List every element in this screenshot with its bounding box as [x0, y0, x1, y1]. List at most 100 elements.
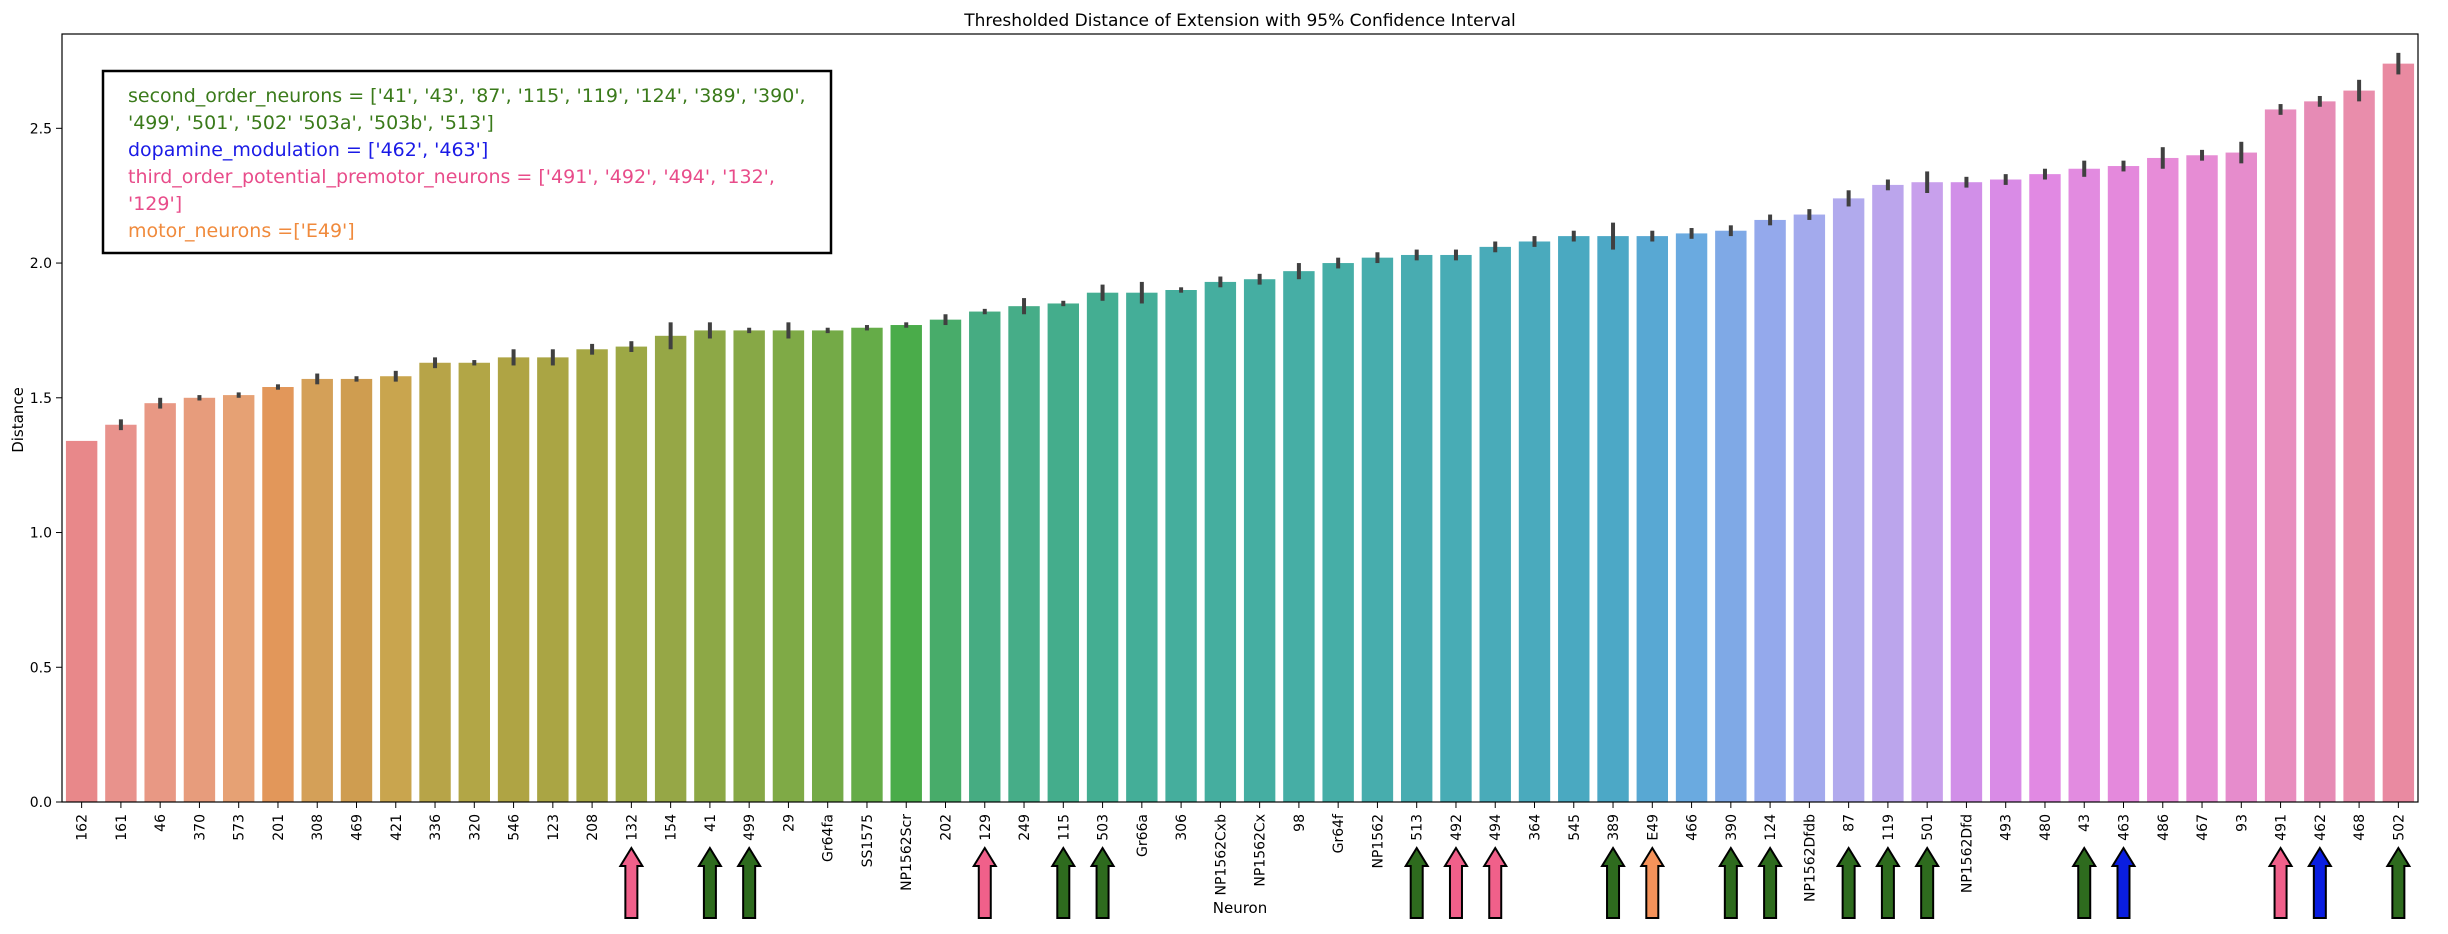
y-tick-label: 0.0 — [30, 795, 52, 811]
bar — [890, 325, 922, 802]
x-tick-label: 370 — [192, 814, 208, 841]
x-tick-label: 41 — [703, 814, 719, 832]
bar — [1832, 198, 1865, 802]
bar — [1950, 182, 1983, 802]
arrow-marker — [1089, 846, 1116, 919]
bar — [1479, 246, 1511, 802]
x-tick-label: 208 — [585, 814, 601, 841]
bar — [2304, 101, 2336, 803]
bar — [654, 335, 687, 802]
arrow-marker — [971, 846, 998, 919]
x-tick-label: 162 — [75, 814, 91, 841]
x-tick-label: SS1575 — [860, 814, 876, 867]
bar — [2225, 152, 2257, 802]
bar — [1008, 306, 1040, 802]
bar — [105, 424, 137, 802]
y-tick-label: 2.5 — [30, 121, 52, 137]
y-axis-label: Distance — [9, 387, 27, 453]
bar — [1440, 254, 1472, 803]
y-tick-label: 0.5 — [30, 660, 52, 676]
x-tick-label: 201 — [271, 814, 287, 841]
bar — [144, 403, 176, 802]
x-tick-label: 503 — [1096, 814, 1112, 841]
bar — [2029, 174, 2061, 802]
legend-line: '499', '501', '502' '503a', '503b', '513… — [128, 112, 494, 134]
bar — [1911, 182, 1943, 802]
arrow-marker — [1639, 846, 1666, 919]
bar — [1047, 303, 1079, 802]
bar — [694, 330, 726, 802]
legend-line: dopamine_modulation = ['462', '463'] — [128, 139, 488, 161]
x-tick-label: 502 — [2391, 814, 2407, 841]
x-tick-label: 87 — [1842, 814, 1858, 832]
x-tick-label: 462 — [2313, 814, 2329, 841]
bar — [2343, 90, 2375, 803]
bar — [615, 346, 648, 802]
arrow-marker — [1757, 846, 1783, 919]
x-tick-label: 492 — [1449, 814, 1465, 841]
plot-frame — [61, 33, 2419, 803]
x-tick-label: 306 — [1174, 814, 1190, 841]
bar — [1243, 279, 1276, 803]
arrow-marker — [2071, 846, 2098, 919]
x-tick-label: 468 — [2352, 814, 2368, 841]
bar — [1086, 292, 1119, 802]
x-tick-label: 390 — [1724, 814, 1740, 841]
error-bars-group — [118, 52, 2401, 431]
bar — [537, 357, 569, 802]
x-tick-label: E49 — [1645, 814, 1661, 841]
bar — [1518, 241, 1551, 803]
arrow-marker — [1403, 846, 1430, 919]
legend-line: motor_neurons =['E49'] — [128, 220, 355, 242]
x-tick-label: 308 — [310, 814, 326, 841]
x-tick-label: 119 — [1881, 814, 1897, 841]
x-tick-label: NP1562Dfdb — [1802, 814, 1818, 902]
x-tick-label: 336 — [428, 814, 444, 841]
y-axis: 0.0 0.5 1.0 1.5 2.0 2.5 — [30, 121, 62, 811]
bar — [340, 378, 373, 802]
bar — [929, 319, 962, 802]
x-tick-label: 29 — [781, 814, 797, 832]
arrow-marker — [1600, 846, 1626, 919]
x-tick-label: Gr64f — [1331, 813, 1347, 853]
bar — [576, 349, 608, 802]
bar — [1675, 233, 1708, 802]
x-tick-label: 93 — [2234, 814, 2250, 832]
bar — [2264, 109, 2297, 802]
x-tick-label: 202 — [939, 814, 955, 841]
x-tick-label: 501 — [1920, 814, 1936, 841]
x-tick-label: 154 — [664, 814, 680, 841]
bar — [1400, 254, 1433, 803]
legend-box — [101, 69, 833, 255]
x-tick-label: NP1562 — [1370, 814, 1386, 869]
x-tick-label: 129 — [978, 814, 994, 841]
bar — [380, 376, 412, 802]
x-tick-label: 115 — [1056, 814, 1072, 841]
arrow-marker — [1718, 846, 1744, 919]
legend-line: '129'] — [128, 193, 182, 215]
bar — [301, 378, 333, 802]
arrow-marker — [618, 846, 645, 919]
x-tick-label: 123 — [546, 814, 562, 841]
x-tick-label: Gr66a — [1135, 814, 1151, 857]
x-tick-label: 46 — [153, 814, 169, 832]
x-tick-label: 161 — [114, 814, 130, 841]
x-tick-label: 389 — [1606, 814, 1622, 841]
legend: second_order_neurons = ['41', '43', '87'… — [101, 69, 833, 255]
arrow-markers-group — [618, 846, 2412, 919]
x-tick-label: 480 — [2038, 814, 2054, 841]
x-axis-label: Neuron — [1213, 899, 1267, 917]
x-tick-label: 545 — [1567, 814, 1583, 841]
x-tick-label: 513 — [1410, 814, 1426, 841]
x-tick-label: 469 — [350, 814, 366, 841]
bar — [1872, 184, 1904, 802]
bar — [851, 327, 883, 802]
arrow-marker — [697, 846, 723, 919]
x-tick-label: 493 — [1999, 814, 2015, 841]
legend-line: third_order_potential_premotor_neurons =… — [128, 166, 775, 188]
x-tick-label: 43 — [2077, 814, 2093, 832]
x-tick-label: NP1562Cxb — [1213, 814, 1229, 896]
bar — [222, 395, 255, 802]
bar — [2382, 63, 2415, 802]
